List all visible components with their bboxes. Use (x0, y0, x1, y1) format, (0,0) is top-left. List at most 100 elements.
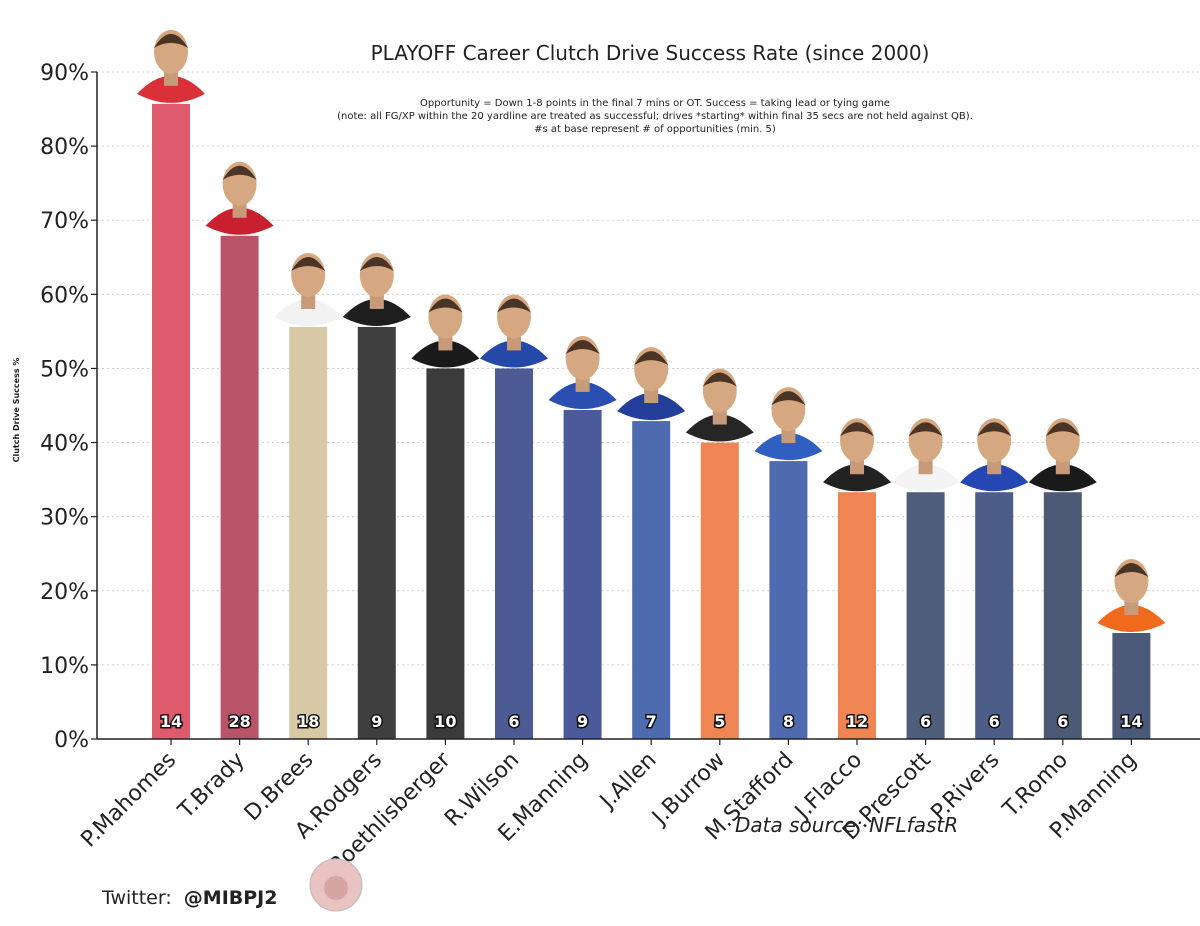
neck-shape (301, 294, 316, 309)
hair-shape (977, 422, 1012, 437)
opportunity-count: 18 (297, 712, 319, 731)
y-tick-label: 20% (40, 580, 89, 605)
jersey-shape (960, 464, 1029, 492)
player-headshot-icon (342, 252, 411, 326)
jersey-shape (411, 340, 480, 368)
player-headshot-icon (137, 29, 205, 103)
data-source-note: Data source: NFLfastR (735, 813, 958, 837)
player-headshot-icon (960, 418, 1029, 492)
jersey-shape (205, 207, 274, 235)
y-axis-label: Clutch Drive Success % (12, 358, 21, 463)
neck-shape (1055, 460, 1070, 475)
hair-shape (702, 372, 737, 387)
bar (838, 492, 876, 739)
twitter-credit: Twitter: @MIBPJ2 (101, 887, 277, 909)
neck-shape (575, 377, 590, 392)
x-axis-ticks: P.MahomesT.BradyD.BreesA.RodgersB.Roethl… (76, 739, 1142, 894)
bars (152, 103, 1151, 739)
opportunity-count: 9 (577, 712, 588, 731)
neck-shape (712, 410, 727, 425)
hair-shape (1045, 422, 1080, 437)
bar (1043, 492, 1082, 739)
avatar (309, 858, 363, 912)
player-headshot-icon (1097, 559, 1166, 633)
chart-title: PLAYOFF Career Clutch Drive Success Rate… (371, 41, 930, 65)
opportunity-count: 6 (920, 712, 931, 731)
opportunity-count: 5 (714, 712, 725, 731)
hair-shape (840, 422, 874, 437)
jersey-shape (617, 393, 686, 421)
player-headshots (137, 29, 1166, 633)
hair-shape (565, 339, 600, 354)
player-headshot-icon (823, 418, 891, 492)
bar (426, 368, 465, 739)
y-tick-label: 60% (40, 283, 89, 308)
chart-note-line-1: Opportunity = Down 1-8 points in the fin… (420, 98, 890, 109)
hair-shape (771, 391, 806, 406)
hair-shape (154, 33, 188, 48)
y-tick-label: 50% (40, 357, 89, 382)
player-headshot-icon (205, 161, 274, 235)
player-headshot-icon (548, 335, 617, 409)
player-headshot-icon (754, 387, 823, 461)
player-headshot-icon (891, 418, 960, 492)
neck-shape (1124, 601, 1139, 616)
player-headshot-icon (411, 294, 480, 368)
bar (632, 421, 671, 739)
bar (152, 103, 190, 739)
hair-shape (1114, 563, 1149, 578)
hair-shape (908, 422, 943, 437)
bar (906, 492, 945, 739)
neck-shape (987, 460, 1002, 475)
bar (700, 442, 739, 739)
jersey-shape (1028, 464, 1097, 492)
x-tick-label: J.Allen (594, 748, 661, 815)
opportunity-count: 14 (1120, 712, 1142, 731)
jersey-shape (480, 340, 548, 368)
opportunity-count: 6 (508, 712, 519, 731)
bar (357, 326, 396, 739)
jersey-shape (685, 414, 754, 442)
x-tick-label: P.Mahomes (76, 748, 181, 853)
jersey-shape (548, 381, 617, 409)
hair-shape (359, 256, 394, 271)
twitter-handle: @MIBPJ2 (184, 887, 278, 909)
neck-shape (438, 336, 453, 351)
y-tick-label: 80% (40, 135, 89, 160)
opportunity-counts: 14 28 18 9 10 6 9 7 5 8 12 6 6 6 14 (158, 711, 1144, 733)
hair-shape (428, 298, 463, 313)
jersey-shape (1097, 605, 1166, 633)
player-headshot-icon (685, 368, 754, 442)
player-headshot-icon (617, 347, 686, 421)
hair-shape (222, 165, 257, 180)
jersey-shape (137, 75, 205, 103)
chart-note-line-2: (note: all FG/XP within the 20 yardline … (337, 111, 973, 122)
y-tick-label: 40% (40, 432, 89, 457)
bar (289, 326, 328, 739)
y-tick-label: 70% (40, 209, 89, 234)
twitter-label: Twitter: (101, 887, 172, 909)
opportunity-count: 28 (228, 712, 250, 731)
neck-shape (232, 203, 247, 218)
jersey-shape (823, 464, 891, 492)
opportunity-count: 10 (434, 712, 456, 731)
y-tick-label: 0% (54, 728, 89, 753)
bar (495, 368, 533, 739)
y-tick-label: 10% (40, 654, 89, 679)
opportunity-count: 8 (783, 712, 794, 731)
opportunity-count: 6 (1057, 712, 1068, 731)
hair-shape (634, 351, 669, 366)
neck-shape (507, 336, 521, 351)
hair-shape (291, 256, 326, 271)
neck-shape (644, 389, 659, 404)
y-axis-ticks: 0% 10% 20% 30% 40% 50% 60% 70% 80% 90% (40, 61, 97, 753)
jersey-shape (274, 298, 343, 326)
bar (975, 492, 1014, 739)
opportunity-count: 12 (846, 712, 868, 731)
neck-shape (850, 460, 864, 475)
jersey-shape (891, 464, 960, 492)
neck-shape (369, 294, 384, 309)
opportunity-count: 9 (371, 712, 382, 731)
opportunity-count: 6 (989, 712, 1000, 731)
